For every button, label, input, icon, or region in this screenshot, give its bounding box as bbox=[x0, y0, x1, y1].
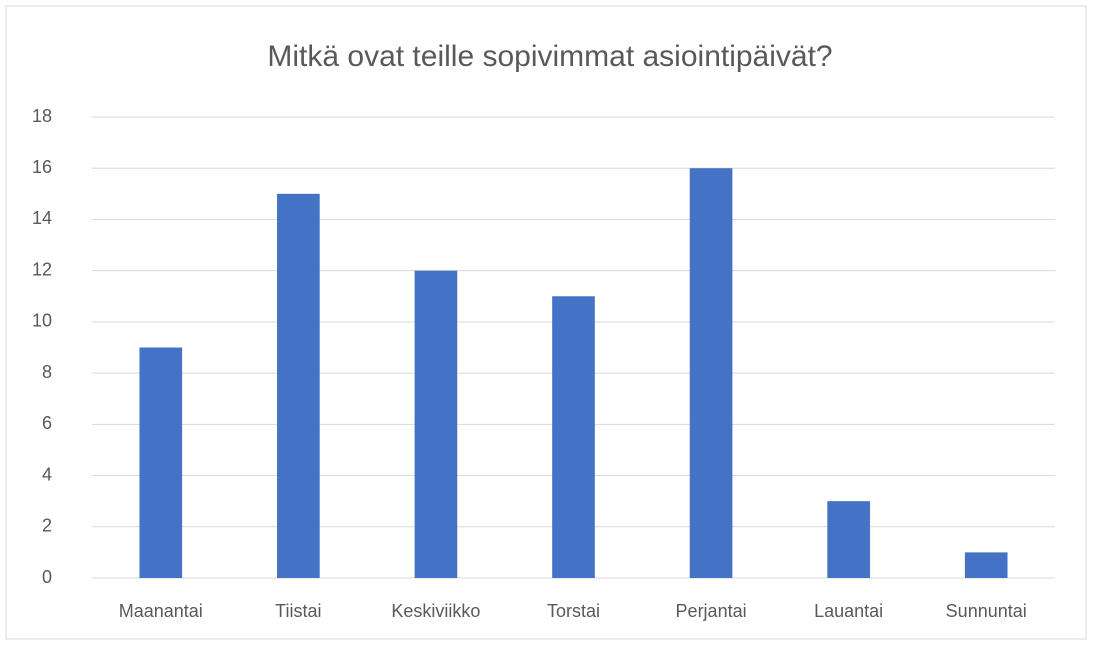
bar bbox=[552, 296, 595, 578]
y-tick-label: 0 bbox=[42, 567, 52, 587]
chart-frame bbox=[5, 5, 1087, 640]
x-tick-label: Lauantai bbox=[814, 601, 883, 621]
y-tick-label: 6 bbox=[42, 413, 52, 433]
chart-title: Mitkä ovat teille sopivimmat asiointipäi… bbox=[267, 40, 832, 73]
y-tick-label: 4 bbox=[42, 464, 52, 484]
y-tick-label: 12 bbox=[32, 259, 52, 279]
x-tick-label: Perjantai bbox=[676, 601, 747, 621]
bar bbox=[139, 347, 183, 578]
x-tick-label: Tiistai bbox=[275, 601, 321, 621]
y-tick-label: 2 bbox=[42, 516, 52, 536]
x-tick-label: Keskiviikko bbox=[391, 601, 480, 621]
bar bbox=[827, 501, 870, 578]
y-tick-label: 10 bbox=[32, 311, 52, 331]
bar bbox=[277, 193, 320, 579]
y-tick-label: 18 bbox=[32, 106, 52, 126]
bar bbox=[689, 168, 733, 578]
bar bbox=[964, 552, 1008, 578]
y-tick-label: 8 bbox=[42, 362, 52, 382]
x-tick-label: Maanantai bbox=[119, 601, 203, 621]
y-tick-label: 16 bbox=[32, 157, 52, 177]
y-tick-label: 14 bbox=[32, 208, 52, 228]
bar bbox=[414, 270, 458, 578]
x-tick-label: Torstai bbox=[547, 601, 600, 621]
x-tick-label: Sunnuntai bbox=[946, 601, 1027, 621]
